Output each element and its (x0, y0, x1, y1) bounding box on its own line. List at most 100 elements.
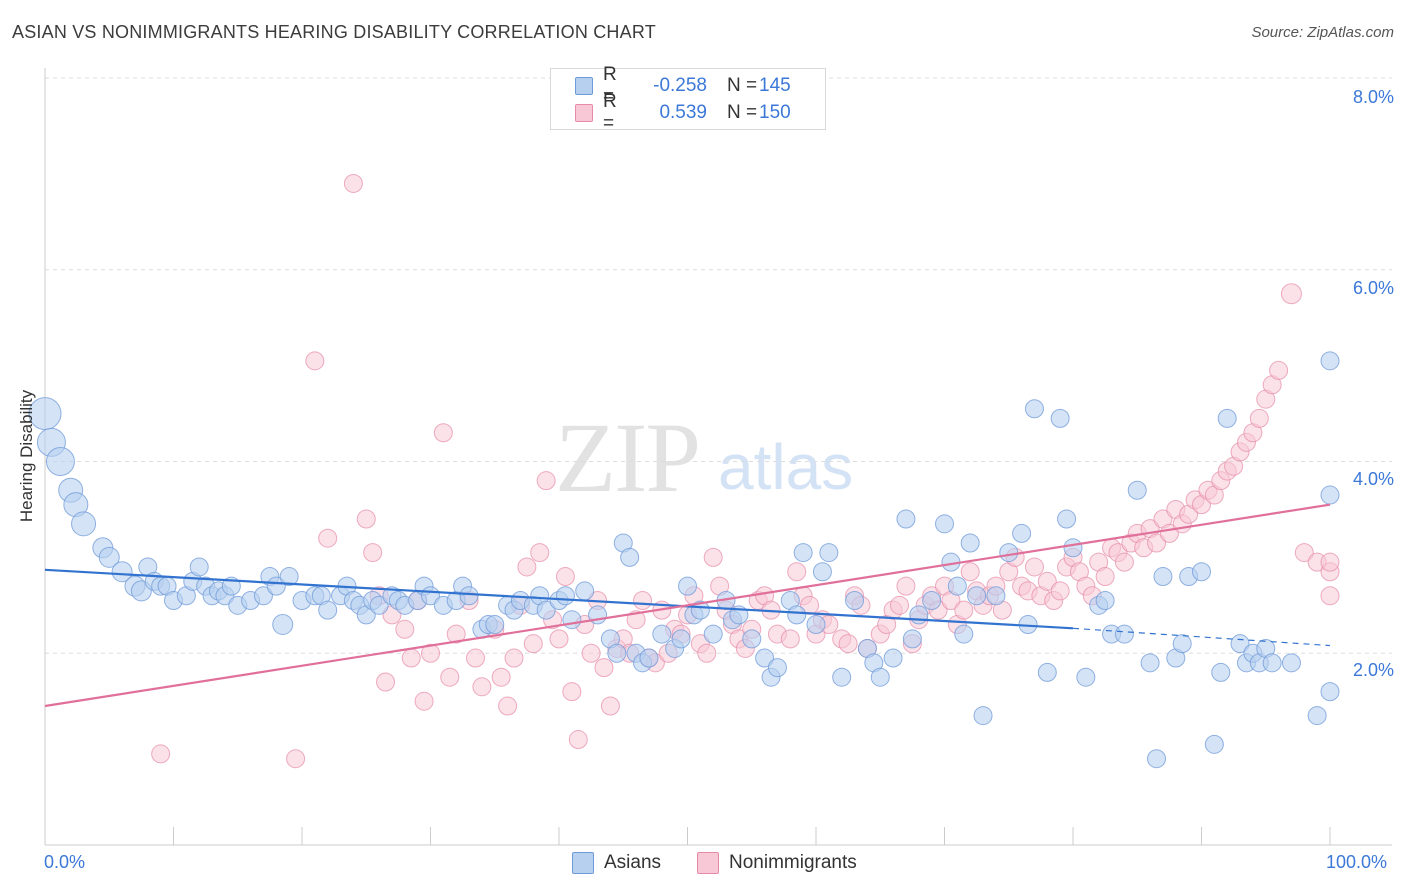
asians-point (1192, 562, 1211, 582)
nonimmigrants-point (1294, 543, 1314, 563)
legend-item-nonimmigrants: Nonimmigrants (697, 852, 857, 874)
asians-point (1211, 662, 1231, 682)
asians-trend-line (44, 568, 1074, 630)
nonimmigrants-point (536, 471, 556, 491)
nonimmigrants-point (787, 562, 807, 582)
nonimmigrants-point (1050, 581, 1070, 601)
nonimmigrants-point (600, 696, 620, 716)
y-tick-label-8: 8.0% (1352, 87, 1394, 107)
asians-point (1050, 408, 1070, 428)
nonimmigrants-point (568, 730, 588, 750)
nonimmigrants-point (1249, 408, 1269, 428)
legend-item-asians: Asians (572, 852, 661, 874)
asians-point (1076, 667, 1096, 687)
asians-point (742, 629, 762, 649)
asians-point (1114, 624, 1134, 644)
asians-point (1281, 653, 1301, 673)
asians-point (767, 658, 787, 678)
asians-point (883, 648, 903, 668)
asians-point (819, 543, 839, 563)
asians-point (266, 576, 286, 596)
n-value: 145 (759, 75, 791, 96)
asians-point (639, 648, 659, 668)
nonimmigrants-point (549, 629, 569, 649)
asians-point (678, 576, 697, 596)
nonimmigrants-point (517, 557, 537, 577)
y-tick-label-2: 2.0% (1352, 660, 1394, 680)
asians-point (607, 643, 627, 663)
nonimmigrants-point (498, 696, 518, 716)
asians-point (272, 613, 294, 635)
asians-point (922, 591, 942, 611)
nonimmigrants-point (1114, 552, 1134, 572)
asians-point (1307, 706, 1327, 726)
nonimmigrants-point (780, 629, 800, 649)
r-value: -0.258 (653, 75, 707, 96)
r-label: R = (603, 64, 617, 107)
asians-point (1095, 591, 1115, 611)
asians-point (485, 614, 505, 634)
nonimmigrants-point (1320, 552, 1340, 572)
asians-point (1012, 523, 1032, 543)
nonimmigrants-point (562, 682, 582, 702)
asians-point (935, 514, 954, 534)
asians-point (318, 600, 338, 620)
asians-point (1127, 480, 1147, 500)
asians-point (870, 667, 890, 687)
asians-point (620, 547, 640, 567)
nonimmigrants-point (504, 648, 524, 668)
asians-point (253, 586, 273, 606)
nonimmigrants-point (401, 648, 421, 668)
nonimmigrants-point (472, 677, 492, 697)
asians-point (986, 586, 1006, 606)
nonimmigrants-point (433, 423, 453, 443)
asians-point (1024, 399, 1044, 419)
nonimmigrants-point (318, 528, 338, 548)
nonimmigrants-point (581, 643, 601, 663)
nonimmigrants-point (1147, 533, 1167, 553)
nonimmigrants-point (305, 351, 325, 371)
asians-point (1320, 351, 1340, 371)
asians-point (832, 667, 852, 687)
nonimmigrants-point (286, 749, 306, 769)
asians-legend-swatch (572, 852, 594, 874)
asians-point (1320, 682, 1340, 702)
watermark-zip: ZIP (555, 402, 701, 513)
nonimmigrants-point (1037, 571, 1057, 591)
n-label: N = (727, 102, 758, 123)
nonimmigrants-point (440, 667, 460, 687)
asians-point (369, 595, 389, 615)
asians-point (1147, 749, 1167, 769)
asians-point (45, 447, 75, 476)
nonimmigrants-point (530, 543, 550, 563)
nonimmigrants-point (697, 643, 717, 663)
asians-point (793, 543, 813, 563)
nonimmigrants-point (960, 562, 980, 582)
asians-point (1057, 509, 1077, 529)
legend-row-nonimmigrants: R = 0.539 N = 150 (575, 91, 791, 134)
nonimmigrants-point (954, 600, 974, 620)
asians-point (1204, 734, 1224, 754)
asians-legend-label: Asians (604, 852, 662, 873)
y-axis-label: Hearing Disability (17, 389, 36, 523)
nonimmigrants-legend-label: Nonimmigrants (729, 852, 857, 873)
source-label: Source: ZipAtlas.com (1251, 24, 1394, 41)
chart-title: ASIAN VS NONIMMIGRANTS HEARING DISABILIT… (12, 22, 656, 42)
r-value: 0.539 (659, 102, 707, 123)
asians-point (671, 629, 691, 649)
nonimmigrants-point (523, 634, 543, 654)
nonimmigrants-swatch (575, 104, 593, 122)
asians-point (575, 581, 595, 601)
asians-point (1217, 408, 1237, 428)
asians-point (806, 614, 826, 634)
asians-point (555, 586, 575, 606)
asians-point (279, 567, 299, 587)
stats-legend: R = -0.258 N = 145 R = 0.539 N = 150 (550, 64, 826, 134)
nonimmigrants-point (491, 667, 511, 687)
x-tick-label-min: 0.0% (44, 852, 86, 872)
nonimmigrants-point (376, 672, 396, 692)
nonimmigrants-point (446, 624, 466, 644)
asians-swatch (575, 77, 593, 95)
asians-point (703, 624, 723, 644)
